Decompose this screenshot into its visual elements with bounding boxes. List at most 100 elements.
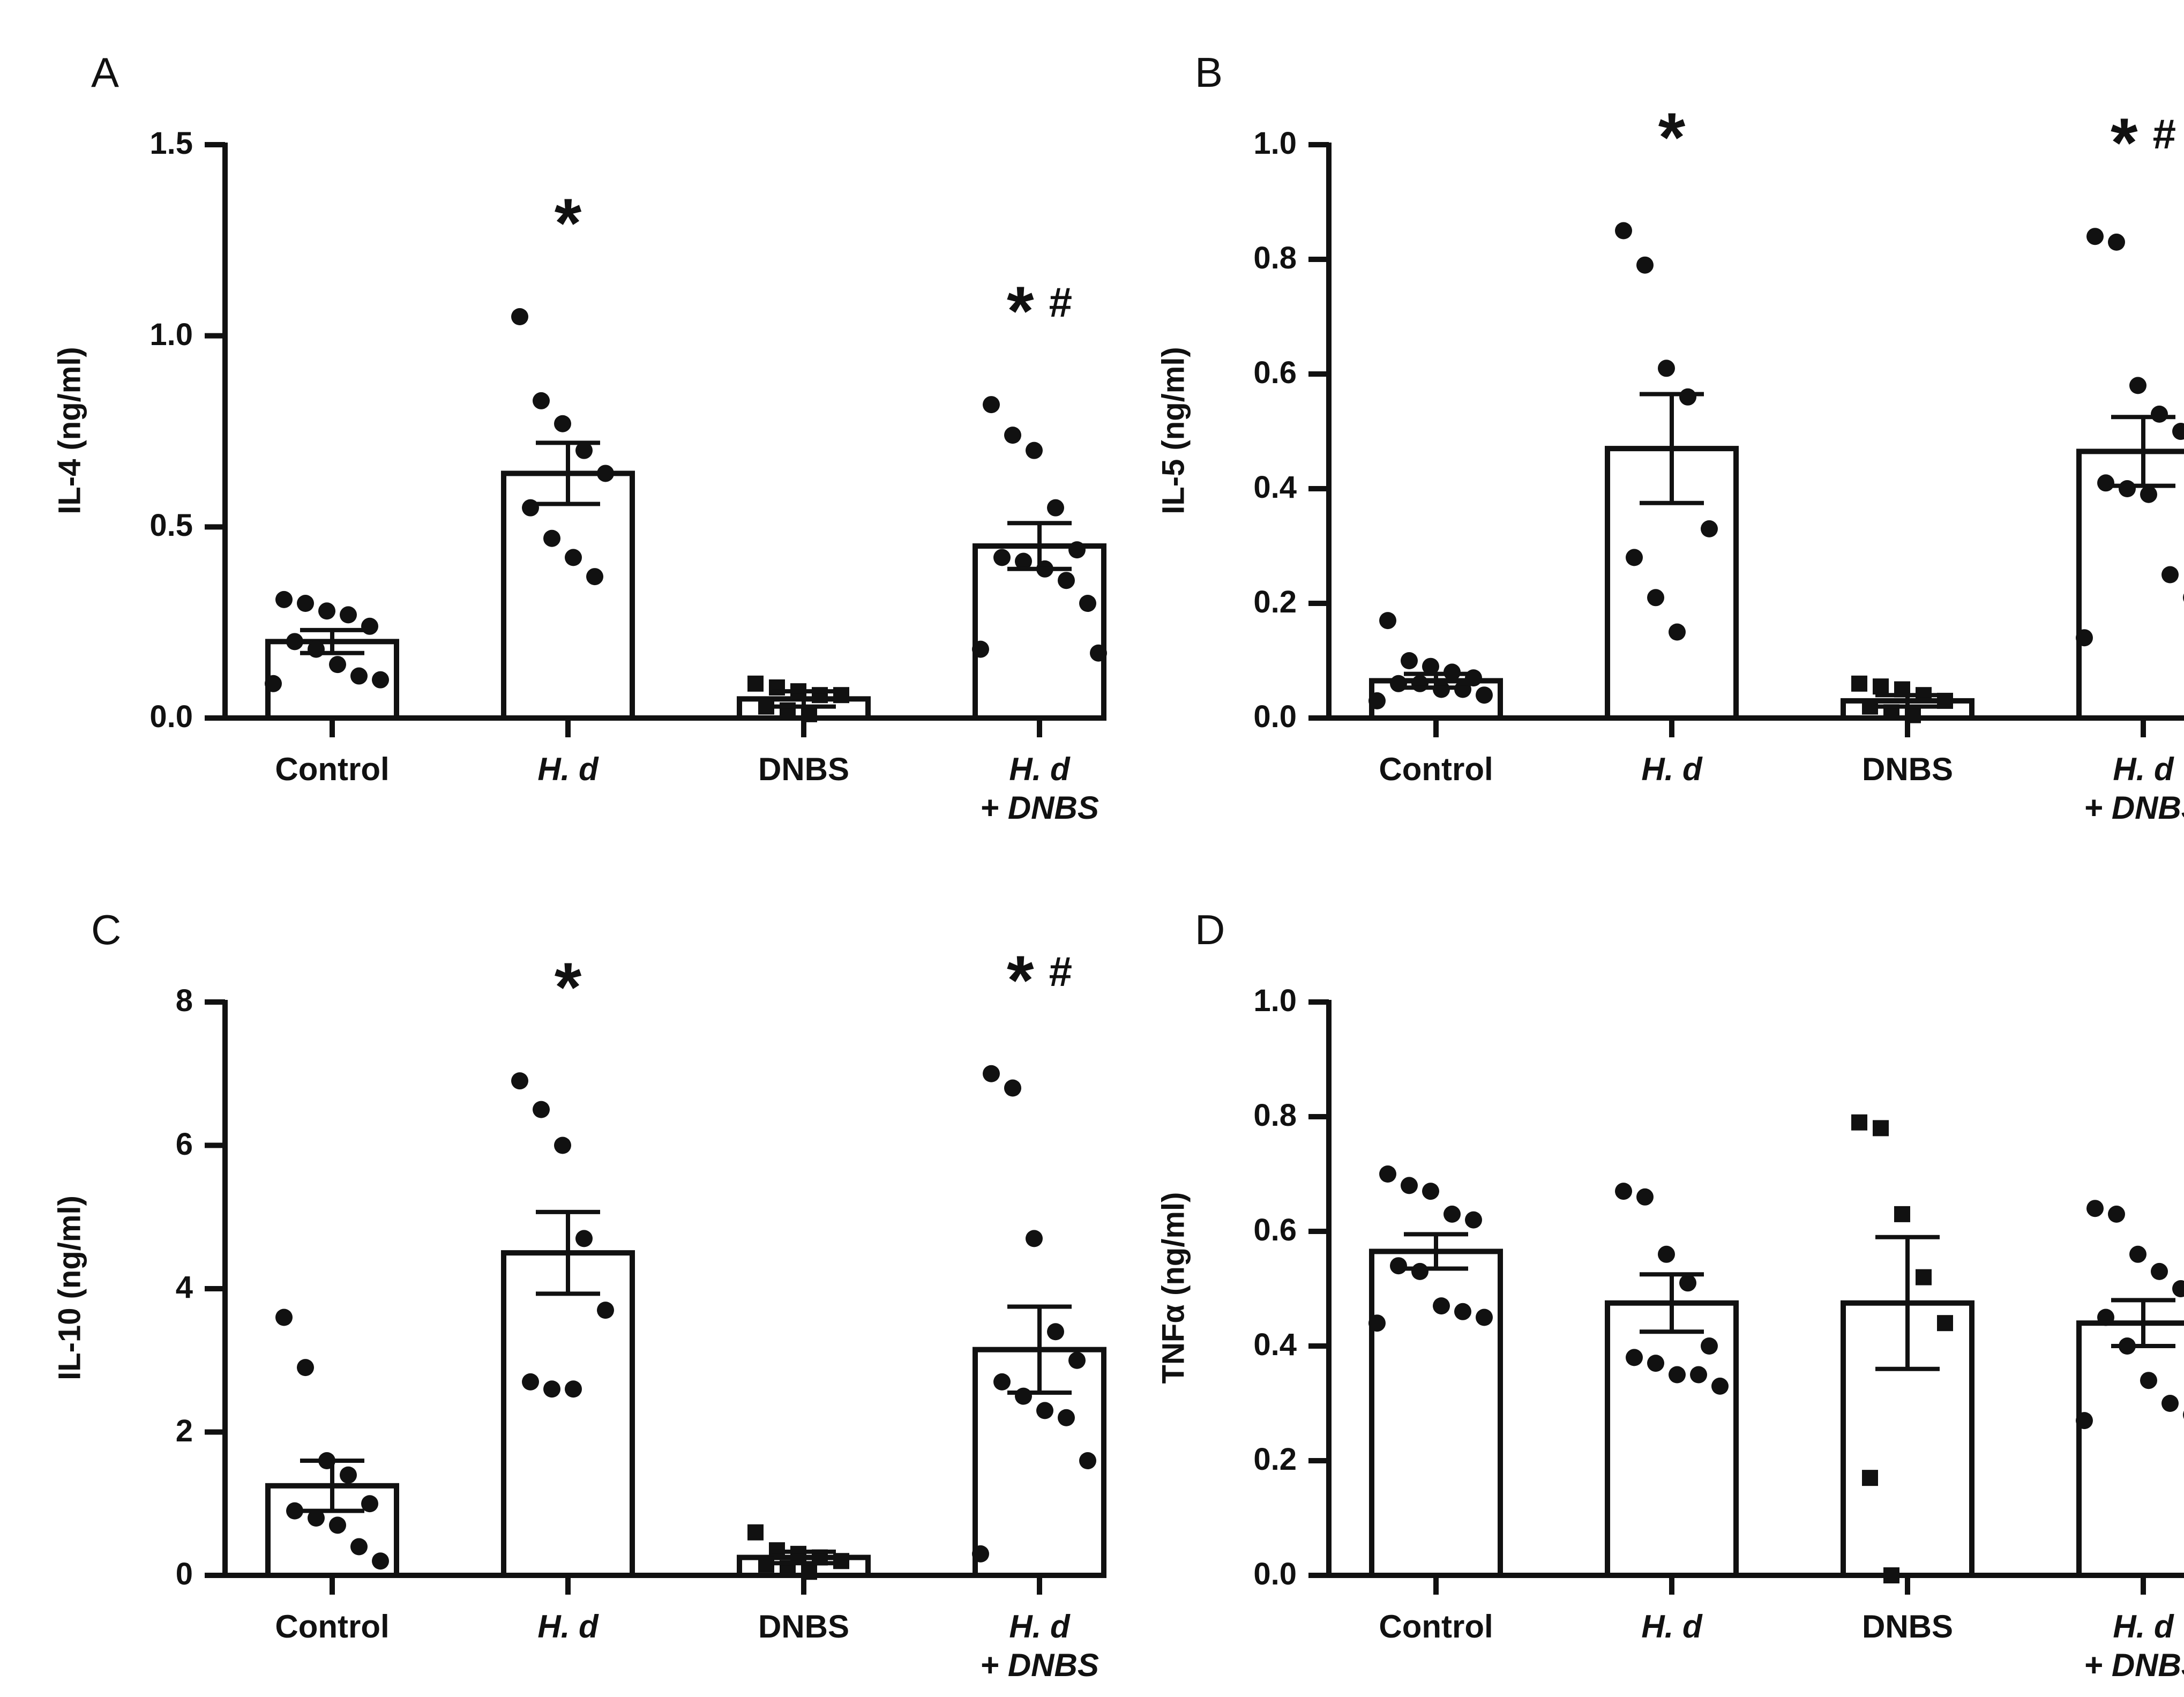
data-point: [833, 1553, 849, 1569]
x-category-label: DNBS: [691, 1608, 916, 1646]
data-point: [1937, 1315, 1953, 1332]
data-point: [511, 1072, 528, 1090]
x-category-label: H. d: [1559, 1608, 1784, 1646]
category-line1: H. d: [1009, 751, 1070, 787]
data-point: [2097, 1309, 2114, 1326]
panel-c-il10: C IL-10 (ng/ml) 0 2 4 6 8 Control H. d * DNBS H. d +…: [0, 857, 1106, 1693]
data-point: [1026, 442, 1043, 459]
significance-star: *: [1007, 272, 1034, 350]
data-point: [1058, 1409, 1075, 1426]
y-tick-label: 0.0: [1253, 699, 1297, 734]
y-tick-label: 0.5: [149, 508, 193, 543]
data-point: [1454, 1303, 1471, 1320]
x-category-label: H. d+ DNBS: [927, 1608, 1152, 1685]
y-tick-label: 0.8: [1253, 1098, 1297, 1133]
y-tick-label: 0.2: [1253, 1442, 1297, 1477]
data-point: [1401, 652, 1418, 669]
y-tick-label: 0.2: [1253, 585, 1297, 619]
y-tick-label: 1.0: [1253, 983, 1297, 1018]
x-category-label: Control: [1323, 750, 1549, 789]
data-point: [1079, 595, 1096, 612]
data-point: [533, 392, 550, 409]
data-point: [2172, 423, 2184, 440]
data-point: [2129, 377, 2146, 394]
x-category-label: H. d+ DNBS: [927, 750, 1152, 827]
data-point: [983, 396, 1000, 414]
data-point: [1090, 644, 1107, 662]
significance-marker: * #: [932, 271, 1147, 351]
significance-star: *: [1658, 98, 1686, 176]
data-point: [1658, 360, 1675, 377]
data-point: [308, 640, 325, 658]
data-point: [1476, 686, 1493, 704]
data-point: [1015, 552, 1032, 570]
x-category-label: H. d+ DNBS: [2031, 1608, 2184, 1685]
data-point: [565, 1380, 582, 1398]
data-point: [2086, 228, 2104, 245]
data-point: [1905, 707, 1921, 723]
y-tick-label: 0.6: [1253, 1213, 1297, 1247]
data-point: [308, 1509, 325, 1527]
y-tick-label: 0.0: [1253, 1557, 1297, 1591]
x-category-label: DNBS: [1795, 1608, 2020, 1646]
data-point: [1004, 1079, 1021, 1097]
data-point: [1669, 623, 1686, 641]
significance-hash: #: [2152, 110, 2176, 158]
data-point: [350, 667, 368, 685]
x-category-label: H. d: [1559, 750, 1784, 789]
data-point: [2129, 1245, 2146, 1263]
chart-svg: [1308, 142, 2184, 737]
significance-star: *: [554, 948, 582, 1027]
data-point: [1465, 1211, 1482, 1229]
significance-hash: #: [1049, 279, 1072, 326]
panel-letter: B: [1195, 49, 1223, 96]
y-tick-label: 0.6: [1253, 355, 1297, 390]
data-point: [372, 671, 389, 689]
data-point: [2172, 1280, 2184, 1297]
data-point: [1015, 1387, 1032, 1405]
data-point: [1647, 589, 1664, 607]
data-point: [2140, 485, 2157, 503]
panel-d-tnfa: D TNFα (ng/ml) 0.0 0.2 0.4 0.6 0.8 1.0 Control H.…: [1104, 857, 2184, 1693]
data-point: [1465, 669, 1482, 687]
category-line1: Control: [275, 1609, 390, 1644]
x-category-label: Control: [220, 750, 445, 789]
category-line1: Control: [1379, 1609, 1493, 1644]
data-point: [2076, 629, 2093, 647]
data-point: [2097, 474, 2114, 492]
x-category-label: DNBS: [1795, 750, 2020, 789]
chart-svg: [205, 142, 1107, 737]
data-point: [1615, 222, 1632, 240]
data-point: [1916, 1269, 1932, 1285]
data-point: [1701, 520, 1718, 537]
data-point: [1476, 1309, 1493, 1326]
data-point: [565, 549, 582, 566]
x-category-label: H. d: [455, 1608, 680, 1646]
x-category-label: Control: [1323, 1608, 1549, 1646]
category-line1: DNBS: [1861, 1609, 1953, 1644]
data-point: [340, 1466, 357, 1484]
data-point: [350, 1538, 368, 1556]
data-point: [972, 1545, 989, 1563]
data-point: [1626, 549, 1643, 566]
category-line2: + DNBS: [2084, 790, 2184, 826]
data-point: [2086, 1200, 2104, 1217]
data-point: [329, 656, 346, 674]
significance-hash: #: [1049, 947, 1072, 995]
panel-letter: D: [1195, 906, 1225, 953]
data-point: [1079, 1452, 1096, 1469]
significance-marker: * #: [2036, 102, 2184, 183]
data-point: [1368, 1314, 1386, 1332]
panel-a-il4: A IL-4 (ng/ml) 0.0 0.5 1.0 1.5 Control H. d * DNB…: [0, 0, 1107, 836]
y-tick-label: 2: [175, 1413, 193, 1448]
data-point: [1851, 675, 1867, 692]
x-category-label: H. d+ DNBS: [2031, 750, 2184, 827]
category-line2: + DNBS: [980, 1647, 1099, 1683]
data-point: [1433, 1297, 1450, 1315]
data-point: [747, 675, 764, 692]
data-point: [1679, 388, 1696, 406]
category-line1: Control: [1379, 751, 1493, 787]
category-line1: DNBS: [1861, 751, 1953, 787]
data-point: [372, 1552, 389, 1570]
data-point: [1851, 1114, 1867, 1131]
